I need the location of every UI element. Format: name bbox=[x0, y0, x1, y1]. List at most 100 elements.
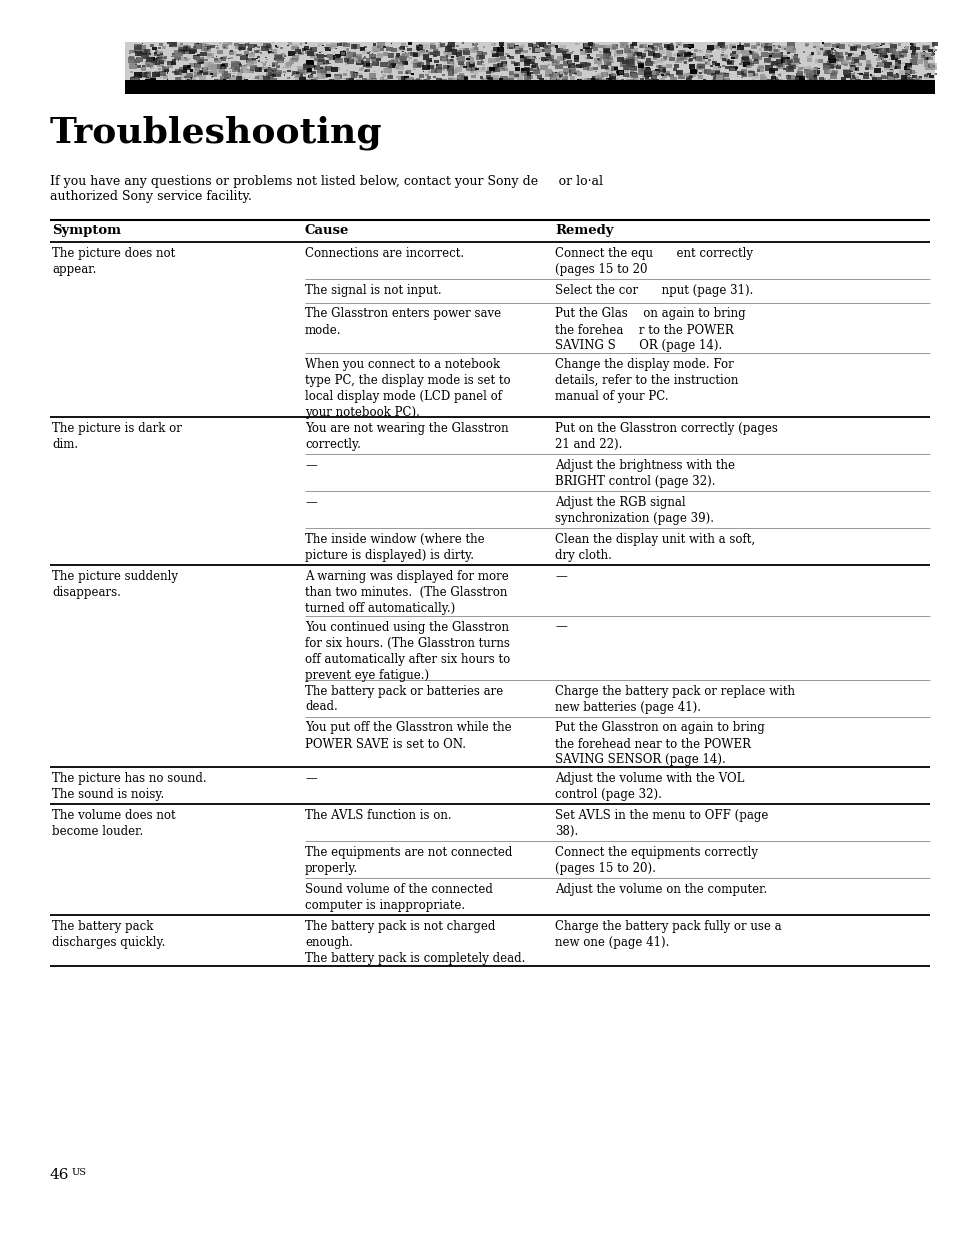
Bar bbox=[500, 75, 507, 80]
Bar bbox=[147, 72, 151, 74]
Bar bbox=[272, 70, 274, 73]
Bar bbox=[716, 46, 718, 47]
Bar bbox=[214, 79, 217, 81]
Bar bbox=[222, 72, 228, 75]
Bar bbox=[886, 64, 889, 65]
Text: The picture is dark or
dim.: The picture is dark or dim. bbox=[52, 422, 182, 451]
Bar bbox=[847, 44, 849, 46]
Bar bbox=[720, 47, 725, 51]
Bar bbox=[909, 43, 912, 46]
Bar bbox=[347, 52, 350, 54]
Bar bbox=[540, 58, 545, 60]
Bar bbox=[669, 43, 673, 46]
Bar bbox=[302, 64, 311, 70]
Bar bbox=[357, 58, 363, 62]
Bar bbox=[231, 52, 236, 55]
Bar bbox=[602, 53, 610, 58]
Bar bbox=[870, 48, 875, 52]
Bar bbox=[480, 78, 488, 83]
Bar bbox=[830, 72, 834, 74]
Bar bbox=[756, 69, 759, 72]
Bar bbox=[423, 79, 427, 81]
Bar bbox=[577, 79, 581, 83]
Bar bbox=[207, 53, 214, 58]
Bar bbox=[484, 80, 492, 85]
Bar bbox=[602, 51, 610, 55]
Bar bbox=[359, 47, 364, 51]
Bar bbox=[734, 57, 736, 58]
Bar bbox=[850, 57, 858, 62]
Bar bbox=[920, 53, 927, 58]
Bar bbox=[275, 74, 281, 78]
Bar bbox=[604, 44, 612, 49]
Bar bbox=[466, 62, 474, 67]
Bar bbox=[824, 51, 830, 54]
Bar bbox=[923, 68, 926, 70]
Bar bbox=[613, 67, 618, 70]
Bar bbox=[446, 67, 449, 69]
Bar bbox=[758, 64, 763, 69]
Bar bbox=[749, 63, 753, 65]
Bar bbox=[576, 64, 581, 68]
Bar bbox=[181, 57, 187, 62]
Bar bbox=[362, 51, 367, 54]
Bar bbox=[555, 64, 562, 69]
Bar bbox=[419, 49, 425, 53]
Bar bbox=[850, 53, 853, 55]
Bar bbox=[377, 44, 380, 47]
Bar bbox=[781, 57, 788, 62]
Bar bbox=[657, 43, 661, 47]
Bar bbox=[794, 54, 797, 57]
Bar bbox=[699, 51, 702, 53]
Bar bbox=[497, 47, 504, 52]
Bar bbox=[863, 67, 868, 70]
Bar bbox=[690, 74, 695, 78]
Bar bbox=[456, 46, 458, 47]
Bar bbox=[834, 44, 839, 48]
Bar bbox=[812, 47, 815, 48]
Bar bbox=[855, 44, 860, 48]
Bar bbox=[598, 59, 600, 62]
Bar bbox=[905, 65, 911, 69]
Bar bbox=[853, 62, 860, 65]
Bar bbox=[625, 57, 633, 62]
Bar bbox=[869, 44, 876, 48]
Bar bbox=[193, 67, 200, 72]
Bar bbox=[772, 49, 780, 54]
Bar bbox=[268, 70, 275, 75]
Bar bbox=[200, 52, 207, 57]
Bar bbox=[245, 54, 248, 55]
Bar bbox=[365, 69, 370, 73]
Bar bbox=[656, 53, 661, 57]
Bar bbox=[157, 55, 162, 59]
Bar bbox=[760, 52, 767, 57]
Bar bbox=[380, 72, 383, 73]
Bar bbox=[395, 55, 398, 59]
Bar bbox=[246, 60, 253, 65]
Bar bbox=[661, 75, 666, 78]
Bar bbox=[879, 44, 882, 47]
Bar bbox=[793, 48, 795, 49]
Bar bbox=[198, 60, 203, 64]
Bar bbox=[445, 69, 449, 72]
Bar bbox=[926, 65, 933, 70]
Bar bbox=[574, 65, 578, 68]
Bar bbox=[829, 74, 837, 79]
Bar bbox=[846, 69, 849, 72]
Bar bbox=[669, 47, 674, 51]
Bar bbox=[714, 46, 719, 49]
Bar bbox=[519, 69, 525, 74]
Bar bbox=[770, 60, 777, 65]
Bar bbox=[396, 53, 399, 55]
Bar bbox=[466, 58, 469, 60]
Bar bbox=[707, 70, 710, 73]
Bar bbox=[376, 58, 381, 62]
Bar bbox=[557, 59, 560, 62]
Bar bbox=[775, 78, 778, 79]
Bar bbox=[178, 44, 184, 49]
Bar bbox=[146, 80, 149, 81]
Bar bbox=[777, 47, 781, 48]
Bar bbox=[391, 59, 397, 64]
Bar bbox=[257, 70, 259, 72]
Bar bbox=[726, 62, 731, 64]
